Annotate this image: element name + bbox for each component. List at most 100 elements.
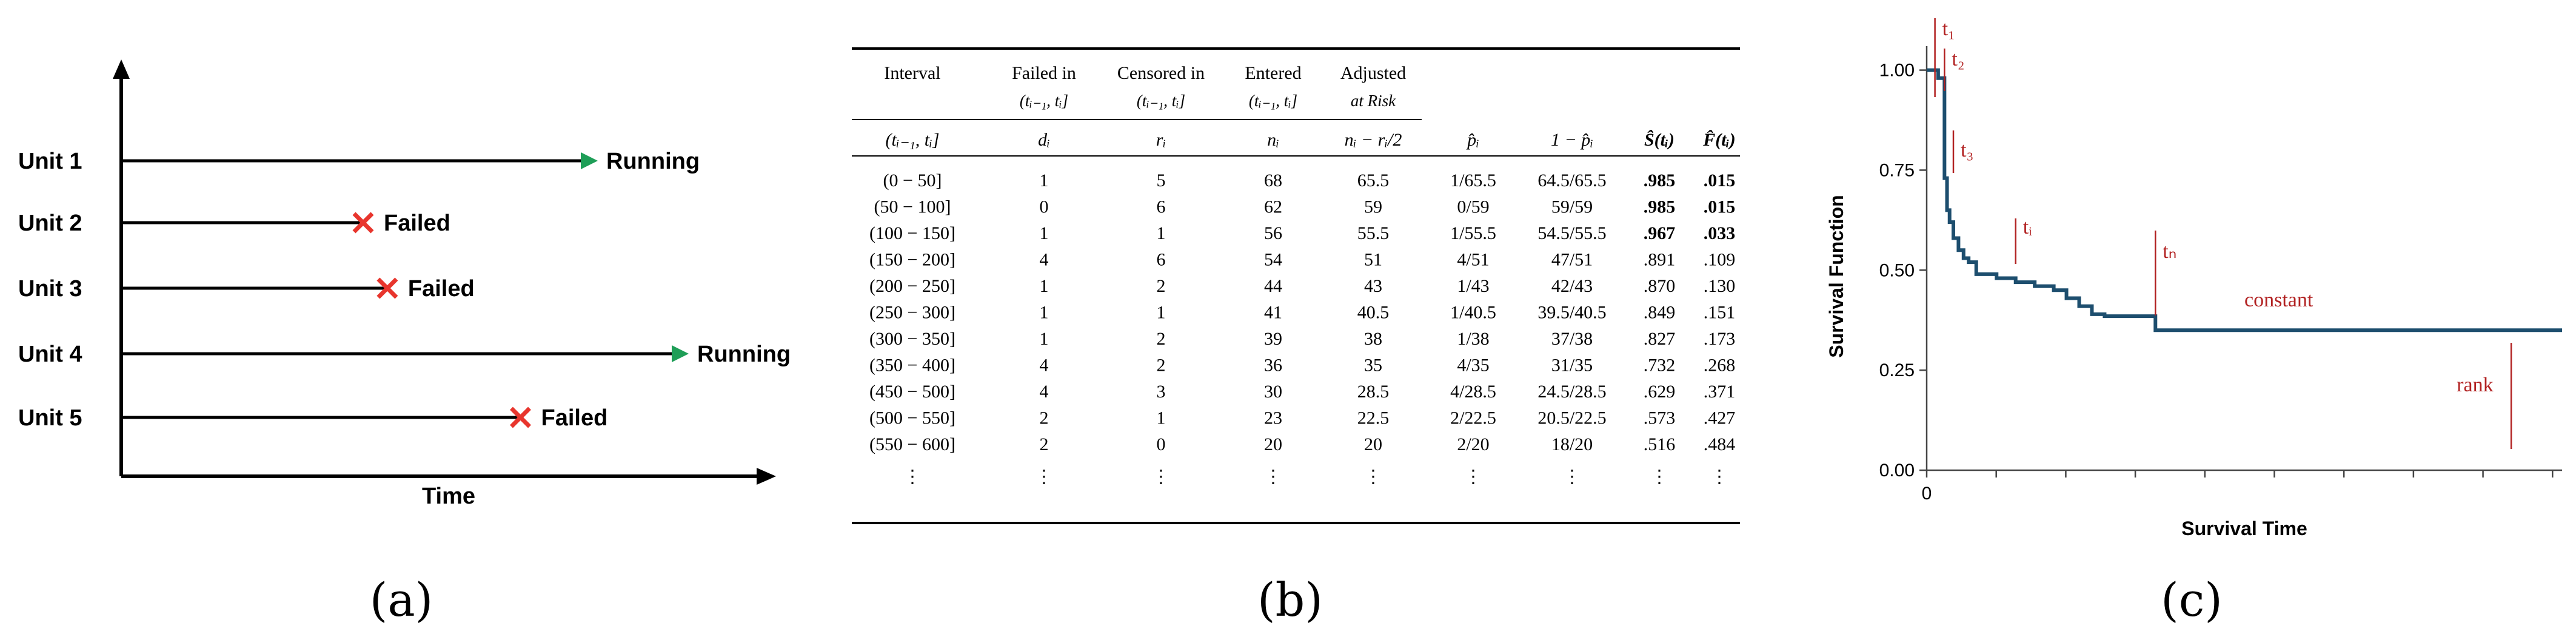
- table-row-cell: 62: [1264, 197, 1282, 217]
- table-row-cell: 44: [1264, 276, 1282, 296]
- table-row-cell: 2/22.5: [1450, 408, 1496, 428]
- unit-row: Unit 4 Running: [18, 342, 791, 367]
- table-row-cell: .015: [1704, 197, 1736, 217]
- annotation-label: t₁: [1942, 18, 1955, 40]
- panel-c-survival-chart: 0 1.00 0.75 0.50 0.25 0.00 Survival Time Surviv…: [1825, 18, 2562, 539]
- table-row-cell: 42/43: [1551, 276, 1593, 296]
- caption-b: (b): [1257, 573, 1323, 627]
- table-row-cell: 28.5: [1357, 382, 1390, 402]
- table-row-cell: .427: [1704, 408, 1736, 428]
- table-row-cell: 0: [1157, 434, 1166, 454]
- table-row-cell: 51: [1364, 250, 1382, 270]
- table-row-cell: 68: [1264, 170, 1282, 191]
- table-header: (tᵢ₋₁, tᵢ]: [1249, 92, 1297, 110]
- table-row-cell: (300 − 350]: [869, 329, 955, 349]
- table-row-cell: 1: [1040, 303, 1049, 323]
- table-header: at Risk: [1351, 92, 1396, 110]
- table-row-cell: 1: [1157, 223, 1166, 243]
- table-row-cell: 2: [1157, 356, 1166, 376]
- table-row-cell: 4: [1040, 356, 1049, 376]
- table-row-cell: 1: [1157, 303, 1166, 323]
- table-row-cell: 55.5: [1357, 223, 1390, 243]
- table-row-cell: ⋮: [1464, 467, 1482, 487]
- table-row-cell: 1/40.5: [1450, 303, 1496, 323]
- table-row-cell: .849: [1644, 303, 1676, 323]
- table-row-cell: (450 − 500]: [869, 382, 955, 402]
- table-row-cell: .891: [1644, 250, 1676, 270]
- table-row-cell: 1/38: [1457, 329, 1489, 349]
- x-axis-label: Survival Time: [2181, 518, 2307, 539]
- table-row-cell: (100 − 150]: [869, 223, 955, 243]
- table-row-cell: .268: [1704, 356, 1736, 376]
- unit-row: Unit 1 Running: [18, 149, 700, 174]
- table-row-cell: .173: [1704, 329, 1736, 349]
- unit-status: Running: [606, 149, 700, 174]
- table-header: Adjusted: [1340, 63, 1406, 83]
- table-row-cell: .732: [1644, 356, 1676, 376]
- caption-c: (c): [2161, 573, 2223, 627]
- failed-x-icon: [352, 212, 374, 234]
- table-row-cell: .629: [1644, 382, 1676, 402]
- table-row-cell: 1/55.5: [1450, 223, 1496, 243]
- table-row-cell: (250 − 300]: [869, 303, 955, 323]
- survival-curve: [1927, 68, 2562, 332]
- table-row-cell: 65.5: [1357, 170, 1390, 191]
- failed-x-icon: [376, 277, 398, 299]
- table-row-cell: .516: [1644, 434, 1676, 454]
- failed-x-icon: [510, 407, 531, 428]
- panel-b-table: Interval Failed in Censored in Entered Adjus…: [852, 47, 1740, 524]
- unit-status: Failed: [541, 405, 608, 431]
- table-row-cell: 1: [1040, 276, 1049, 296]
- y-axis-arrowhead: [113, 59, 130, 79]
- annotation-label: tᵢ: [2023, 216, 2032, 238]
- table-row-cell: 2/20: [1457, 434, 1489, 454]
- table-row-cell: .985: [1644, 197, 1676, 217]
- table-row-cell: ⋮: [903, 467, 922, 487]
- y-tick-label: 0.00: [1879, 461, 1915, 481]
- table-header: nᵢ: [1267, 130, 1279, 150]
- table-row-cell: 1: [1157, 408, 1166, 428]
- unit-label: Unit 4: [18, 342, 82, 367]
- table-row-cell: 20: [1264, 434, 1282, 454]
- table-header: Entered: [1245, 63, 1301, 83]
- table-row-cell: .033: [1704, 223, 1736, 243]
- table-row-cell: 41: [1264, 303, 1282, 323]
- table-row-cell: .870: [1644, 276, 1676, 296]
- table-row-cell: ⋮: [1563, 467, 1581, 487]
- table-header: p̂ᵢ: [1466, 130, 1479, 150]
- table-row-cell: .109: [1704, 250, 1736, 270]
- table-row-cell: ⋮: [1264, 467, 1282, 487]
- table-row-cell: 59/59: [1551, 197, 1593, 217]
- running-arrow-icon: [581, 152, 598, 169]
- y-tick-label: 0.25: [1879, 360, 1915, 380]
- table-row-cell: 2: [1157, 329, 1166, 349]
- table-header: (tᵢ₋₁, tᵢ]: [885, 130, 939, 150]
- table-row-cell: 38: [1364, 329, 1382, 349]
- table-row-cell: ⋮: [1152, 467, 1170, 487]
- caption-a: (a): [370, 573, 433, 627]
- table-row-cell: 36: [1264, 356, 1282, 376]
- table-header: Failed in: [1012, 63, 1076, 83]
- table-row-cell: 4/28.5: [1450, 382, 1496, 402]
- table-row-cell: 2: [1040, 434, 1049, 454]
- table-header: dᵢ: [1038, 130, 1050, 150]
- table-header: Ŝ(tᵢ): [1644, 130, 1674, 150]
- table-row-cell: ⋮: [1035, 467, 1053, 487]
- unit-label: Unit 2: [18, 211, 82, 236]
- table-row-cell: (0 − 50]: [883, 170, 942, 191]
- table-row-cell: 39: [1264, 329, 1282, 349]
- table-header: F̂(tᵢ): [1702, 130, 1735, 150]
- annotation-label: rank: [2457, 374, 2493, 396]
- unit-label: Unit 5: [18, 405, 82, 431]
- table-row-cell: ⋮: [1650, 467, 1668, 487]
- table-row-cell: .985: [1644, 170, 1676, 191]
- table-row-cell: 3: [1157, 382, 1166, 402]
- panel-a-timeline: Time Unit 1 Running Unit 2 Failed Unit 3 Fail…: [18, 59, 791, 509]
- unit-row: Unit 2 Failed: [18, 211, 450, 236]
- table-row-cell: 23: [1264, 408, 1282, 428]
- annotation-label: constant: [2244, 289, 2313, 311]
- table-row-cell: 47/51: [1551, 250, 1593, 270]
- x-axis-arrowhead: [757, 468, 776, 485]
- table-row-cell: (150 − 200]: [869, 250, 955, 270]
